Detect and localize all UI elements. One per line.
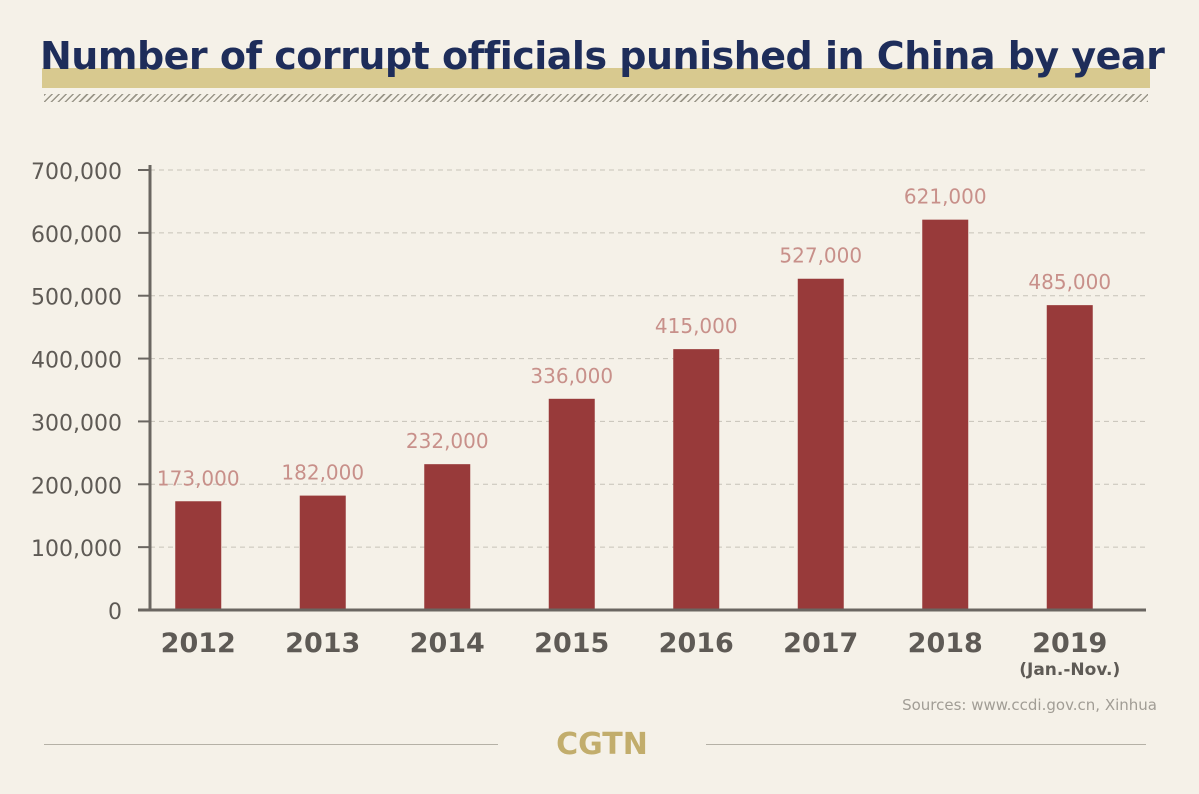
hatched-divider <box>44 94 1148 102</box>
footer-divider-left <box>44 744 498 745</box>
bar <box>424 464 471 610</box>
cgtn-logo: CGTN <box>556 727 648 762</box>
data-label: 336,000 <box>530 364 613 388</box>
data-label: 527,000 <box>779 244 862 268</box>
x-tick-label: 2013 <box>285 628 360 659</box>
page-title: Number of corrupt officials punished in … <box>40 34 1165 78</box>
y-tick-label: 0 <box>108 600 122 625</box>
source-text: Sources: www.ccdi.gov.cn, Xinhua <box>902 696 1157 714</box>
x-tick-label: 2019 <box>1032 628 1107 659</box>
bar <box>673 349 720 610</box>
x-tick-label: 2015 <box>534 628 609 659</box>
bar <box>1046 305 1093 610</box>
data-label: 182,000 <box>281 461 364 485</box>
bar <box>548 398 595 610</box>
x-tick-label: 2016 <box>659 628 734 659</box>
title-highlight <box>42 68 1150 88</box>
footer-divider-right <box>706 744 1146 745</box>
bar <box>797 278 844 610</box>
y-tick-label: 600,000 <box>31 223 122 248</box>
bar <box>299 495 346 610</box>
data-label: 415,000 <box>655 314 738 338</box>
x-tick-label: 2014 <box>410 628 485 659</box>
title-block: Number of corrupt officials punished in … <box>40 28 1165 88</box>
data-label: 232,000 <box>406 429 489 453</box>
data-label: 621,000 <box>904 185 987 209</box>
y-tick-label: 700,000 <box>31 160 122 185</box>
x-tick-label: 2017 <box>783 628 858 659</box>
y-tick-label: 300,000 <box>31 411 122 436</box>
x-tick-sublabel: (Jan.-Nov.) <box>1019 660 1120 680</box>
x-tick-label: 2018 <box>908 628 983 659</box>
y-tick-label: 400,000 <box>31 349 122 374</box>
y-tick-label: 100,000 <box>31 537 122 562</box>
bar <box>175 501 222 610</box>
y-tick-label: 200,000 <box>31 474 122 499</box>
data-label: 485,000 <box>1028 270 1111 294</box>
y-tick-label: 500,000 <box>31 286 122 311</box>
data-label: 173,000 <box>157 466 240 490</box>
bar <box>922 219 969 610</box>
x-tick-label: 2012 <box>161 628 236 659</box>
